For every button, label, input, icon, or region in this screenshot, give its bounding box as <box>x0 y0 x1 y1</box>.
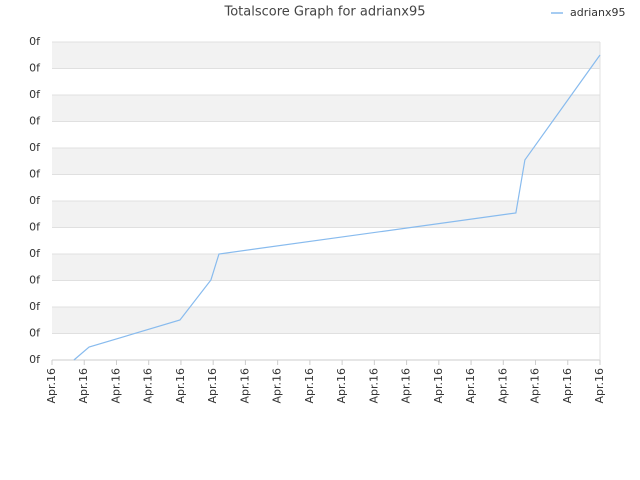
y-tick-label: 0f <box>29 327 41 340</box>
x-tick-label: Apr.16 <box>271 368 284 404</box>
x-tick-label: Apr.16 <box>593 368 606 404</box>
plot-band <box>52 254 600 281</box>
plot-band <box>52 307 600 334</box>
y-tick-label: 0f <box>29 141 41 154</box>
y-tick-label: 0f <box>29 247 41 260</box>
plot-band <box>52 148 600 175</box>
y-tick-label: 0f <box>29 35 41 48</box>
x-tick-label: Apr.16 <box>77 368 90 404</box>
x-tick-label: Apr.16 <box>206 368 219 404</box>
x-tick-label: Apr.16 <box>367 368 380 404</box>
legend-label: adrianx95 <box>570 6 626 19</box>
x-tick-label: Apr.16 <box>142 368 155 404</box>
x-tick-label: Apr.16 <box>45 368 58 404</box>
y-tick-label: 0f <box>29 62 41 75</box>
x-tick-label: Apr.16 <box>109 368 122 404</box>
x-tick-label: Apr.16 <box>432 368 445 404</box>
x-tick-label: Apr.16 <box>496 368 509 404</box>
y-tick-label: 0f <box>29 300 41 313</box>
x-tick-label: Apr.16 <box>561 368 574 404</box>
x-tick-label: Apr.16 <box>303 368 316 404</box>
x-tick-label: Apr.16 <box>174 368 187 404</box>
y-tick-label: 0f <box>29 274 41 287</box>
x-tick-label: Apr.16 <box>238 368 251 404</box>
x-tick-label: Apr.16 <box>400 368 413 404</box>
y-tick-label: 0f <box>29 115 41 128</box>
plot-band <box>52 42 600 69</box>
y-tick-label: 0f <box>29 221 41 234</box>
plot-band <box>52 95 600 122</box>
x-tick-label: Apr.16 <box>464 368 477 404</box>
y-tick-label: 0f <box>29 88 41 101</box>
x-tick-label: Apr.16 <box>335 368 348 404</box>
y-tick-label: 0f <box>29 353 41 366</box>
x-tick-label: Apr.16 <box>529 368 542 404</box>
data-line <box>73 54 601 361</box>
y-tick-label: 0f <box>29 168 41 181</box>
chart-title: Totalscore Graph for adrianx95 <box>223 5 425 20</box>
y-tick-label: 0f <box>29 194 41 207</box>
